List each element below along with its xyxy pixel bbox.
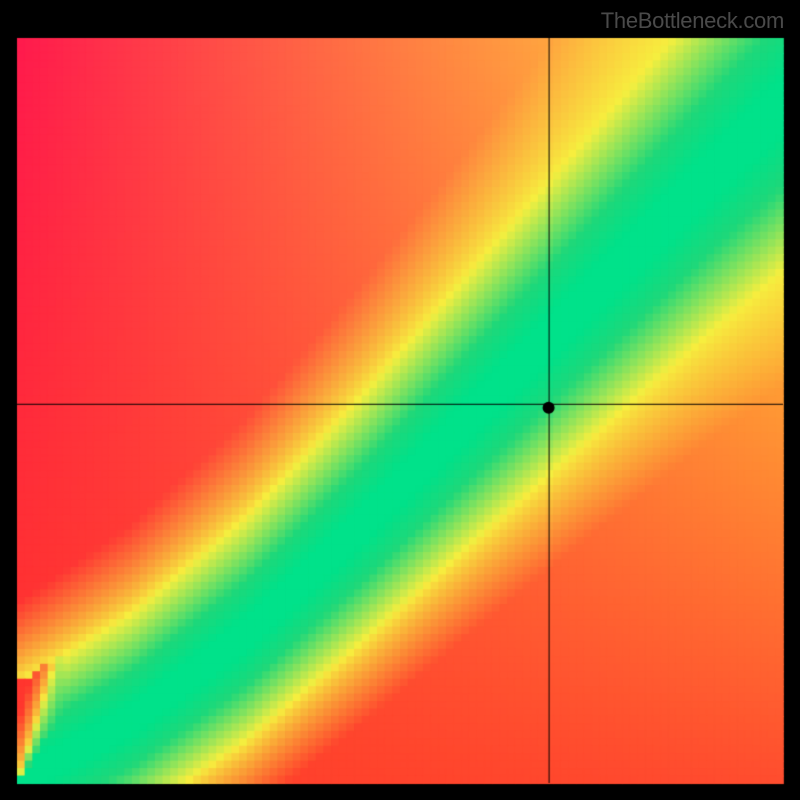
chart-container: TheBottleneck.com — [0, 0, 800, 800]
watermark-text: TheBottleneck.com — [601, 8, 784, 34]
bottleneck-heatmap — [0, 0, 800, 800]
